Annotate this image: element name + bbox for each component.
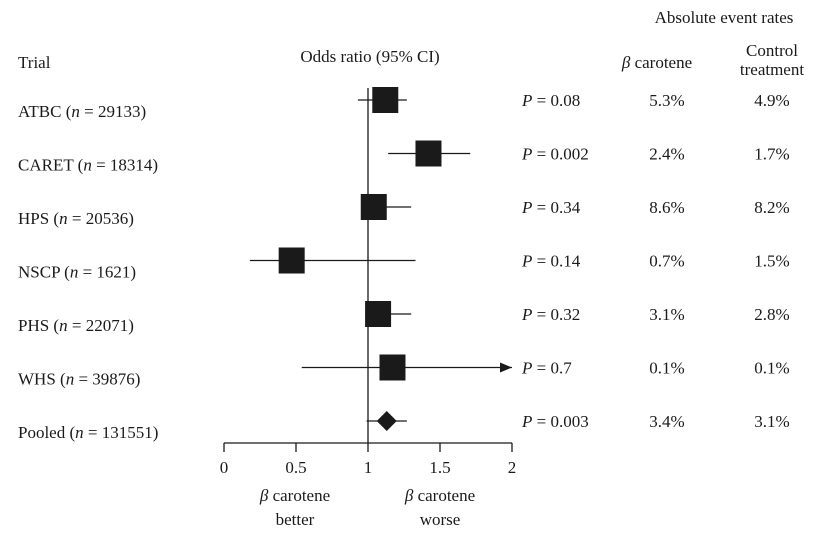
trial-label: ATBC (n = 29133) (18, 102, 146, 121)
p-value: P = 0.34 (521, 198, 581, 217)
control-rate: 1.7% (754, 145, 789, 164)
x-tick-label: 1 (364, 458, 373, 477)
trial-label: CARET (n = 18314) (18, 156, 158, 175)
estimate-square-marker (365, 301, 392, 327)
trial-label: HPS (n = 20536) (18, 209, 134, 228)
control-rate: 3.1% (754, 412, 789, 431)
beta-carotene-worse-label: β carotene (404, 486, 475, 505)
p-value: P = 0.08 (521, 91, 580, 110)
beta-carotene-better-label: β carotene (259, 486, 330, 505)
p-value: P = 0.14 (521, 252, 581, 271)
trial-row: NSCP (n = 1621) P = 0.14 0.7% 1.5% (18, 247, 790, 282)
trial-row: PHS (n = 22071) P = 0.32 3.1% 2.8% (18, 301, 790, 335)
control-rate: 2.8% (754, 305, 789, 324)
estimate-square-marker (379, 354, 406, 381)
p-value: P = 0.32 (521, 305, 580, 324)
beta-carotene-better-label-line2: better (276, 510, 315, 529)
x-tick-label: 0 (220, 458, 229, 477)
beta-carotene-worse-label-line2: worse (420, 510, 461, 529)
pooled-diamond-marker (376, 411, 397, 431)
beta-carotene-rate: 2.4% (649, 145, 684, 164)
trial-row: Pooled (n = 131551) P = 0.003 3.4% 3.1% (18, 411, 790, 442)
odds-ratio-column-header: Odds ratio (95% CI) (300, 47, 439, 66)
control-rate: 0.1% (754, 359, 789, 378)
beta-carotene-rate: 0.1% (649, 359, 684, 378)
trial-row: CARET (n = 18314) P = 0.002 2.4% 1.7% (18, 140, 790, 175)
beta-carotene-rate: 8.6% (649, 198, 684, 217)
trial-label: PHS (n = 22071) (18, 316, 134, 335)
trial-row: HPS (n = 20536) P = 0.34 8.6% 8.2% (18, 194, 790, 228)
estimate-square-marker (360, 194, 387, 220)
control-rate: 1.5% (754, 252, 789, 271)
beta-carotene-rate: 3.4% (649, 412, 684, 431)
control-rate: 8.2% (754, 198, 789, 217)
trial-label: Pooled (n = 131551) (18, 423, 158, 442)
control-rate: 4.9% (754, 91, 789, 110)
trial-rows: ATBC (n = 29133) P = 0.08 5.3% 4.9% CARET (n… (18, 87, 790, 442)
plot-area: 0 0.5 1 1.5 2 (220, 88, 517, 477)
beta-carotene-column-header: β carotene (621, 53, 692, 72)
p-value: P = 0.003 (521, 412, 589, 431)
x-tick-label: 2 (508, 458, 517, 477)
trial-label: NSCP (n = 1621) (18, 263, 136, 282)
control-column-header-line2: treatment (740, 60, 804, 79)
p-value: P = 0.7 (521, 359, 572, 378)
x-tick-label: 1.5 (429, 458, 450, 477)
estimate-square-marker (278, 247, 305, 274)
beta-carotene-rate: 5.3% (649, 91, 684, 110)
beta-carotene-rate: 0.7% (649, 252, 684, 271)
control-column-header-line1: Control (746, 41, 798, 60)
trial-row: ATBC (n = 29133) P = 0.08 5.3% 4.9% (18, 87, 790, 121)
event-rates-title: Absolute event rates (655, 8, 794, 27)
estimate-square-marker (372, 87, 399, 113)
trial-column-header: Trial (18, 53, 51, 72)
trial-row: WHS (n = 39876) P = 0.7 0.1% 0.1% (18, 354, 790, 389)
ci-arrow-right (500, 362, 512, 373)
x-tick-label: 0.5 (285, 458, 306, 477)
trial-label: WHS (n = 39876) (18, 370, 140, 389)
p-value: P = 0.002 (521, 145, 589, 164)
beta-carotene-rate: 3.1% (649, 305, 684, 324)
estimate-square-marker (415, 140, 442, 167)
